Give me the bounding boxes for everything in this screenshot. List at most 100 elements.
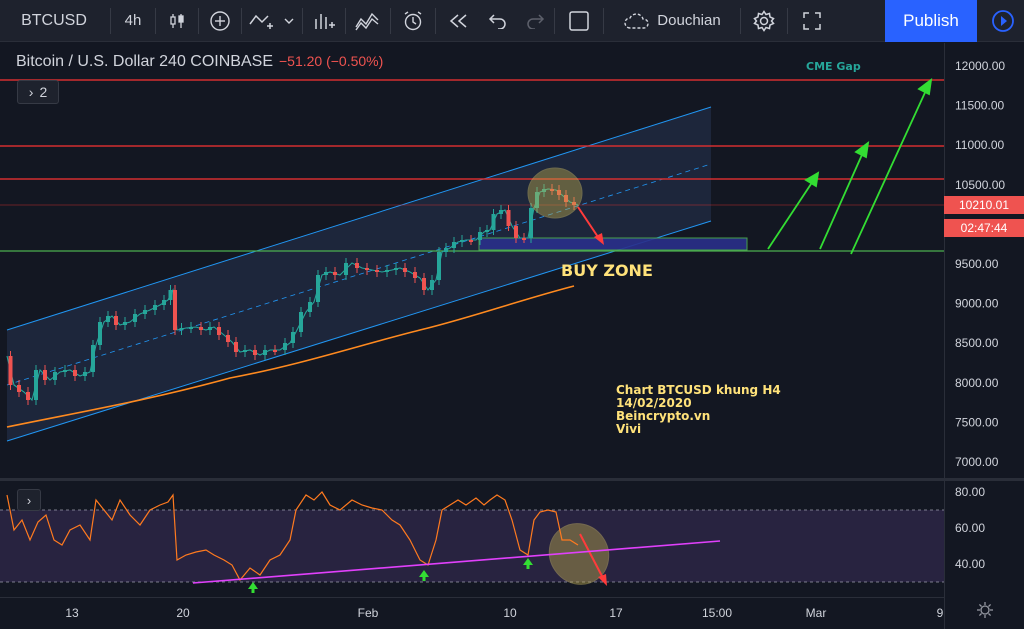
layout-icon[interactable] [557,0,601,42]
fullscreen-icon[interactable] [790,0,834,42]
compare-icon[interactable] [305,0,343,42]
candle-body [469,240,473,242]
chevron-right-icon: › [28,84,34,100]
time-tick-label: 10 [503,606,517,620]
toolbar-divider [390,7,391,34]
chart-legend: Bitcoin / U.S. Dollar 240 COINBASE −51.20… [16,53,383,71]
candle-body [91,345,95,372]
legend-collapse-button[interactable]: › 2 [17,80,59,104]
price-axis: 12000.0011500.0011000.0010500.0010000.00… [955,59,1005,469]
candle-body [324,272,328,275]
add-indicator-icon[interactable] [201,0,239,42]
candle-body [299,312,303,332]
toolbar-divider [198,7,199,34]
settings-icon[interactable] [743,0,785,42]
rsi-band [0,510,944,582]
candle-body [452,242,456,248]
axis-settings-icon [977,602,993,618]
rsi-tick-label: 40.00 [955,557,985,571]
down-arrow-rsi-head [598,574,607,586]
candle-body [173,290,177,330]
time-tick-label: 13 [65,606,79,620]
channel-mid-line [6,163,712,386]
top-toolbar: BTCUSD 4h Douchian [0,0,1024,42]
legend-hidden-count: 2 [39,84,48,100]
candle-body [179,328,184,330]
candle-body [83,372,87,376]
chevron-down-icon[interactable] [278,0,300,42]
rsi-tick-label: 80.00 [955,485,985,499]
candle-body [491,214,496,230]
rsi-tick-label: 60.00 [955,521,985,535]
channel-upper-line [6,106,712,331]
up-arrow-2-head [854,140,870,159]
publish-button[interactable]: Publish [885,0,977,42]
up-arrows [767,77,933,255]
indicators-icon[interactable] [348,0,388,42]
cloud-icon [624,12,650,29]
symbol-search-button[interactable]: BTCUSD [21,11,87,29]
symbol-title: Bitcoin / U.S. Dollar 240 COINBASE [16,53,273,70]
price-tick-label: 9000.00 [955,297,999,311]
candle-body [133,314,137,322]
toolbar-divider [603,7,604,34]
toolbar-divider [155,7,156,34]
rsi-marker-2-stem [422,576,426,581]
candle-body [263,350,267,355]
up-arrow-3-head [917,77,933,96]
time-tick-label: 15:00 [702,606,732,620]
time-tick-label: 9 [937,606,944,620]
alert-icon[interactable] [393,0,433,42]
play-icon[interactable] [982,0,1024,42]
toolbar-divider [302,7,303,34]
candle-body [153,305,157,310]
down-arrow-rsi [579,533,605,581]
candle-body [506,210,511,226]
interval-button[interactable]: 4h [124,12,142,29]
candle-body [243,350,247,352]
redo-icon[interactable] [518,0,552,42]
rsi-marker-1 [248,582,258,589]
buy-zone-label: BUY ZONE [561,261,653,280]
template-dropdown[interactable]: Douchian [606,0,738,42]
time-tick-label: Mar [806,606,827,620]
candle-body [444,248,448,252]
candle-body [308,302,312,312]
replay-icon[interactable] [438,0,478,42]
price-tick-label: 7500.00 [955,415,999,429]
down-arrow-price [577,206,601,241]
candle-body [529,208,533,238]
up-arrow-3 [850,85,929,255]
candle-body [168,290,173,300]
toolbar-divider [787,7,788,34]
candle-body [123,322,127,325]
price-tick-label: 10500.00 [955,178,1005,192]
candle-body [437,252,441,280]
rsi-marker-3 [523,558,533,565]
candle-body [550,189,554,191]
candle-body [485,230,489,232]
candle-body [557,190,561,195]
candle-body [253,350,257,355]
candle-body [162,300,166,305]
rsi-collapse-button[interactable]: › [17,489,41,511]
candle-body [542,189,546,192]
candle-body [106,316,110,322]
candle-body [26,392,30,400]
line-tool-icon[interactable] [244,0,278,42]
up-arrow-1-head [804,171,820,188]
channel-fill [7,107,711,441]
candle-body [226,335,230,342]
rsi-markers [248,558,533,593]
template-label: Douchian [657,12,721,29]
candle-body [535,192,539,208]
undo-icon[interactable] [478,0,518,42]
candle-body [43,370,47,380]
candles-icon[interactable] [158,0,196,42]
candle-body [217,327,221,335]
candle-body [34,370,38,400]
candle-body [422,278,426,290]
candle-body [53,372,57,380]
candle-body [514,226,518,238]
